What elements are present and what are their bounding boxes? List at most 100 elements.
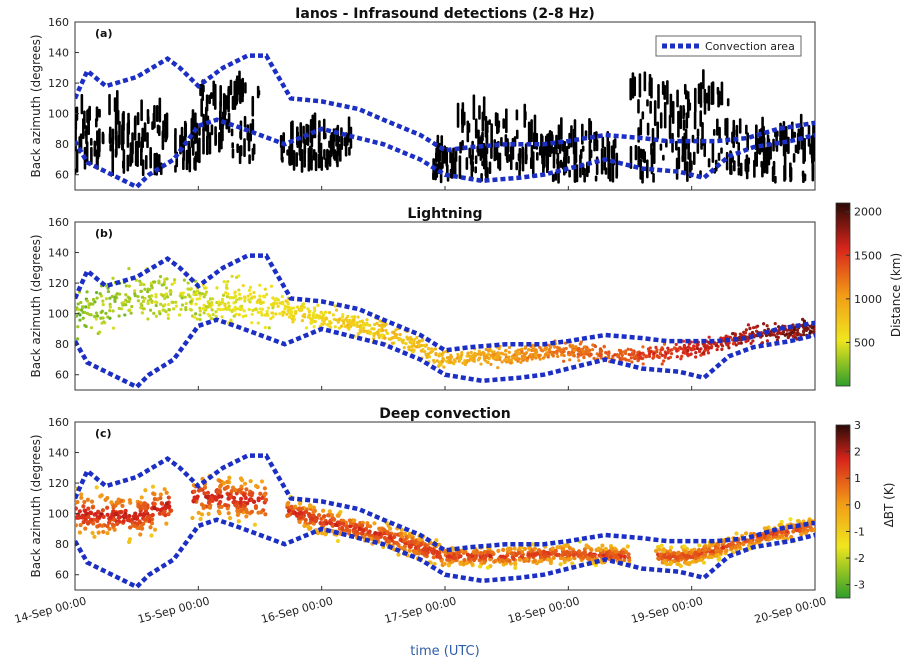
- convection-boundary-lower: [75, 317, 815, 390]
- lightning-mark: [495, 358, 499, 362]
- convection-mark: [227, 516, 233, 521]
- convection-mark: [779, 530, 784, 535]
- lightning-mark: [535, 350, 539, 354]
- lightning-mark: [541, 349, 545, 353]
- convection-mark: [323, 532, 328, 537]
- lightning-mark: [186, 293, 191, 297]
- lightning-mark: [641, 345, 645, 349]
- convection-mark: [366, 530, 371, 535]
- lightning-mark: [418, 339, 422, 343]
- convection-mark: [562, 557, 567, 562]
- convection-mark: [622, 554, 627, 559]
- convection-mark: [657, 547, 662, 552]
- lightning-mark: [205, 305, 210, 309]
- lightning-mark: [655, 348, 659, 352]
- colorbar-distance-label: Distance (km): [889, 253, 903, 337]
- lightning-mark: [738, 332, 742, 336]
- lightning-mark: [378, 329, 382, 333]
- lightning-mark: [552, 350, 556, 354]
- lightning-mark: [219, 301, 223, 306]
- lightning-mark: [661, 347, 665, 351]
- lightning-mark: [127, 296, 132, 300]
- lightning-mark: [622, 357, 627, 361]
- lightning-mark: [626, 347, 630, 351]
- convection-mark: [361, 528, 366, 533]
- convection-mark: [101, 514, 106, 519]
- convection-mark: [116, 515, 121, 521]
- convection-mark: [231, 495, 237, 501]
- lightning-mark: [785, 328, 789, 332]
- lightning-mark: [103, 321, 107, 325]
- convection-mark: [138, 512, 143, 517]
- lightning-mark: [304, 326, 309, 330]
- convection-mark: [466, 556, 472, 561]
- convection-mark: [474, 548, 479, 554]
- lightning-mark: [407, 336, 411, 341]
- convection-mark: [437, 555, 442, 560]
- lightning-mark: [701, 351, 705, 355]
- convection-mark: [348, 524, 353, 529]
- convection-mark: [373, 531, 378, 536]
- lightning-mark: [664, 352, 668, 356]
- convection-mark: [377, 526, 382, 531]
- lightning-mark: [776, 335, 780, 339]
- convection-mark: [253, 505, 259, 511]
- lightning-mark: [204, 290, 209, 294]
- lightning-mark: [498, 357, 502, 362]
- convection-mark: [92, 534, 97, 539]
- lightning-mark: [221, 293, 226, 297]
- convection-mark: [111, 505, 116, 510]
- convection-mark: [522, 546, 528, 552]
- lightning-mark: [670, 348, 674, 352]
- convection-mark: [157, 511, 163, 516]
- lightning-mark: [471, 358, 475, 363]
- lightning-mark: [154, 295, 158, 299]
- lightning-mark: [307, 313, 311, 317]
- panel-a: Ianos - Infrasound detections (2-8 Hz) 6…: [29, 6, 816, 191]
- convection-mark: [571, 552, 576, 558]
- lightning-mark: [699, 353, 703, 357]
- lightning-mark: [83, 310, 87, 315]
- lightning-mark: [239, 304, 244, 308]
- legend: Convection area: [655, 35, 802, 57]
- lightning-mark: [98, 292, 102, 296]
- lightning-mark: [672, 346, 677, 350]
- convection-mark: [550, 546, 555, 551]
- lightning-mark: [441, 356, 445, 361]
- colorbar-distance-tick-label: 1500: [854, 249, 882, 262]
- convection-mark: [206, 500, 212, 505]
- convection-mark: [774, 531, 779, 536]
- convection-mark: [216, 509, 221, 514]
- lightning-mark: [142, 283, 146, 287]
- lightning-mark: [424, 353, 428, 357]
- lightning-mark: [242, 309, 246, 313]
- convection-mark: [724, 548, 729, 553]
- lightning-mark: [172, 280, 177, 285]
- lightning-mark: [570, 350, 574, 354]
- panel-b-axes: [74, 221, 816, 391]
- lightning-mark: [496, 353, 500, 358]
- convection-mark: [142, 517, 148, 522]
- lightning-mark: [113, 299, 117, 303]
- panel-c-label: (c): [95, 427, 112, 440]
- lightning-mark: [202, 295, 206, 299]
- lightning-mark: [237, 313, 241, 317]
- lightning-mark: [583, 345, 587, 349]
- convection-mark: [309, 516, 315, 521]
- convection-mark: [103, 497, 108, 503]
- convection-mark: [214, 497, 219, 502]
- y-tick-label: 80: [55, 138, 69, 151]
- convection-mark: [676, 550, 681, 555]
- lightning-mark: [113, 295, 117, 300]
- convection-mark: [244, 487, 249, 492]
- panel-a-y-ticks: 60 80 100 120 140 160: [48, 16, 79, 182]
- convection-mark: [432, 549, 437, 554]
- convection-mark: [75, 515, 79, 520]
- convection-mark: [78, 522, 83, 528]
- lightning-mark: [186, 287, 190, 291]
- lightning-mark: [139, 289, 143, 294]
- lightning-mark: [220, 315, 224, 319]
- convection-mark: [658, 552, 663, 557]
- convection-mark: [432, 561, 437, 567]
- lightning-mark: [95, 296, 99, 300]
